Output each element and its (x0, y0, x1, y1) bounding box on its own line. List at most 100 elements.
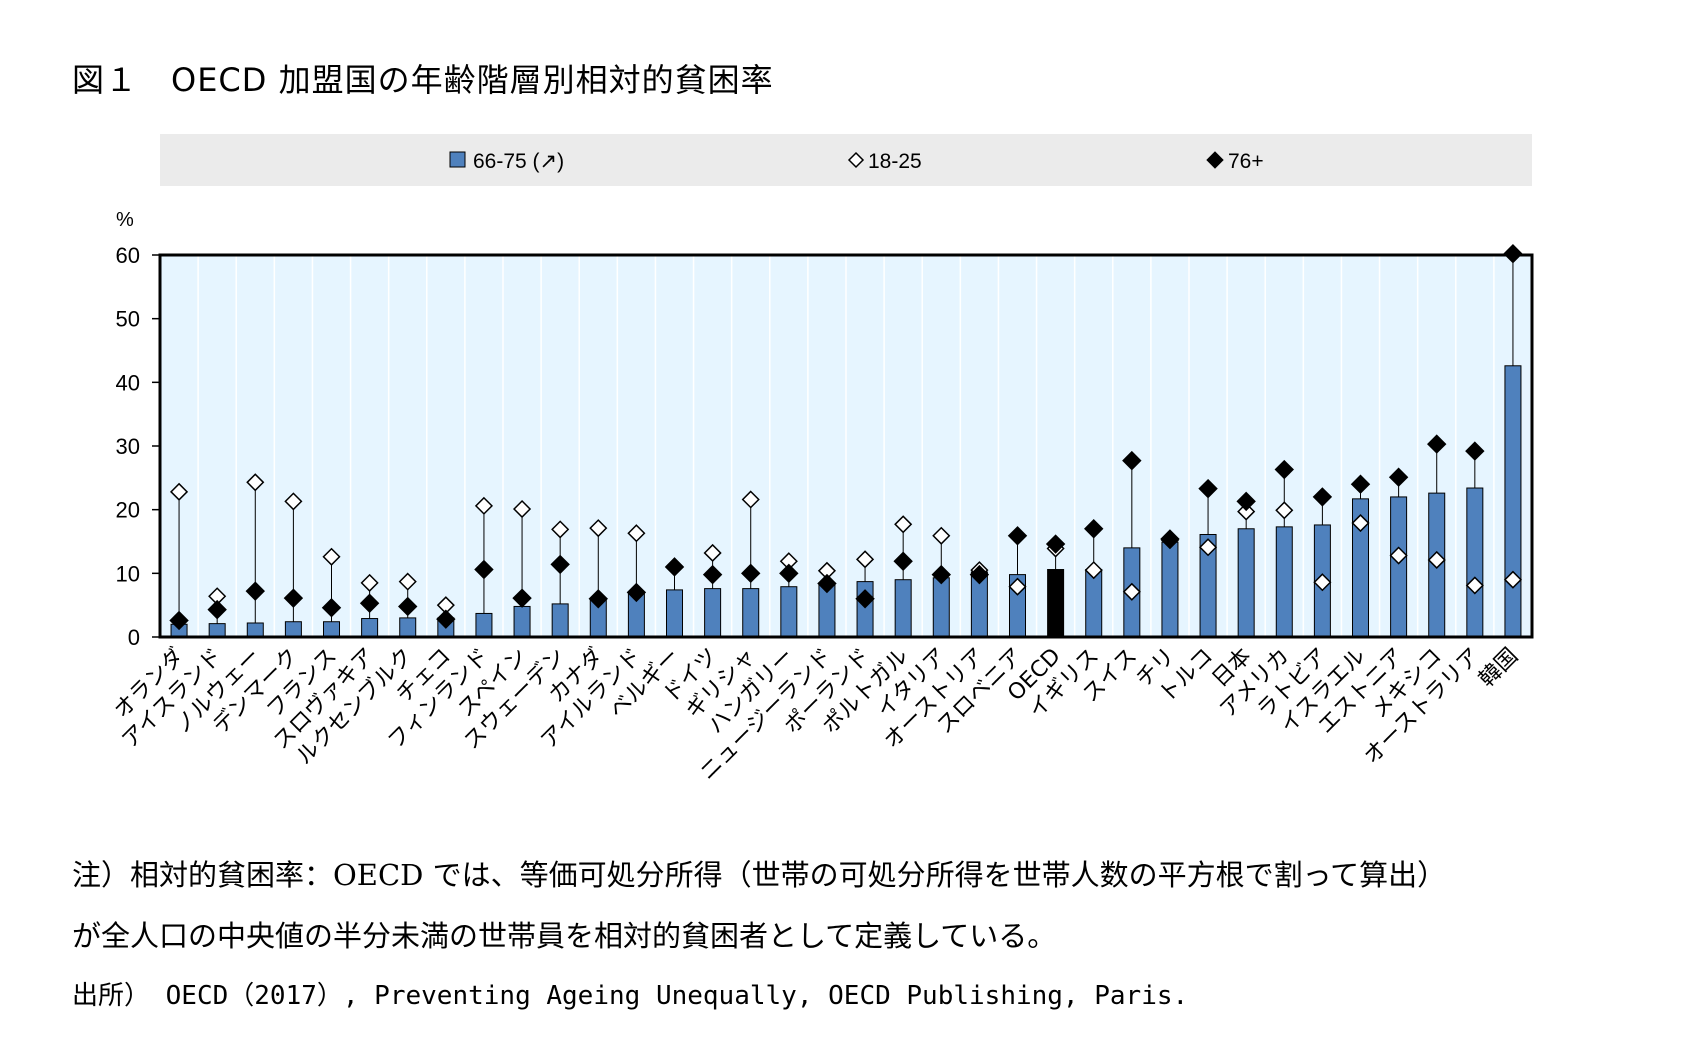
legend: 66-75 (↗) 18-25 76+ (449, 150, 1264, 173)
bar (551, 603, 569, 638)
marker-18-25 (551, 520, 570, 539)
y-tick-label: 10 (116, 561, 140, 586)
bar (1504, 365, 1522, 638)
bar (361, 618, 379, 638)
marker-18-25 (1503, 570, 1523, 589)
bar (1237, 528, 1255, 638)
marker-18-25 (322, 547, 341, 566)
marker-76-plus (1427, 434, 1447, 454)
bar (475, 612, 493, 638)
marker-18-25 (1351, 513, 1370, 533)
marker-76-plus (436, 609, 456, 629)
marker-18-25 (741, 490, 760, 509)
marker-18-25 (1122, 582, 1141, 601)
marker-76-plus (664, 557, 685, 577)
legend-marker-76-plus (1206, 151, 1224, 169)
legend-label-76-plus: 76+ (1228, 150, 1264, 173)
marker-76-plus (626, 582, 647, 603)
y-tick-label: 30 (116, 434, 140, 459)
marker-18-25 (703, 543, 722, 563)
bar (1085, 569, 1103, 638)
y-tick-label: 50 (116, 307, 140, 332)
marker-76-plus (1160, 529, 1180, 549)
bar (1161, 541, 1179, 638)
marker-18-25 (284, 492, 303, 511)
marker-76-plus (550, 554, 570, 575)
bar (322, 621, 341, 638)
marker-18-25 (1275, 501, 1294, 520)
marker-76-plus (893, 551, 913, 571)
marker-76-plus (359, 593, 380, 613)
marker-76-plus (474, 559, 494, 580)
marker-76-plus (1388, 467, 1409, 487)
marker-18-25 (360, 573, 379, 592)
marker-18-25 (169, 482, 189, 501)
marker-76-plus (1007, 526, 1028, 546)
bar (780, 586, 798, 638)
note-line-2: が全人口の中央値の半分未満の世帯員を相対的貧困者として定義している。 (72, 919, 1057, 953)
marker-18-25 (855, 550, 875, 569)
bar (284, 621, 302, 638)
marker-18-25 (1084, 561, 1103, 580)
legend-label-18-25: 18-25 (868, 150, 922, 173)
x-tick-label: 韓国 (1474, 644, 1523, 693)
chart-title: 図１ OECD 加盟国の年齢階層別相対的貧困率 (72, 61, 774, 99)
marker-76-plus (1236, 491, 1256, 512)
legend-label-66-75: 66-75 (↗) (473, 150, 564, 173)
marker-76-plus (855, 589, 875, 609)
legend-swatch-66-75 (449, 151, 466, 168)
chart: 66-75 (↗) 18-25 76+ % 0 10 20 30 40 50 60 オランダアイ… (109, 134, 1534, 786)
marker-76-plus (588, 589, 608, 609)
marker-76-plus (283, 588, 304, 608)
marker-76-plus (1350, 474, 1371, 494)
bar (246, 622, 264, 638)
y-tick-label: 40 (116, 370, 140, 395)
y-axis-unit: % (116, 209, 134, 231)
marker-18-25 (894, 515, 913, 534)
bar (208, 623, 226, 638)
y-tick-label: 20 (116, 498, 140, 523)
gridlines (197, 255, 1495, 637)
marker-76-plus (169, 610, 189, 631)
marker-18-25 (1313, 573, 1332, 592)
bar (742, 588, 760, 638)
y-axis: 0 10 20 30 40 50 60 (116, 243, 160, 650)
marker-18-25 (398, 572, 417, 591)
marker-76-plus (398, 596, 418, 617)
bar (665, 589, 684, 638)
marker-18-25 (1427, 550, 1446, 570)
marker-18-25 (1465, 576, 1484, 595)
marker-76-plus (931, 564, 951, 585)
marker-76-plus (1198, 478, 1218, 499)
marker-76-plus (321, 598, 342, 618)
x-axis-labels: オランダアイスランドノルウェーデンマークフランススロヴァキアルクセンブルクチェコ… (109, 644, 1523, 786)
marker-76-plus (1045, 534, 1066, 554)
bar (513, 605, 531, 638)
bar (704, 588, 722, 638)
marker-series (169, 244, 1523, 631)
marker-76-plus (702, 564, 723, 585)
marker-76-plus (1084, 519, 1104, 539)
legend-marker-18-25 (847, 151, 865, 169)
marker-18-25 (474, 496, 494, 515)
y-tick-label: 0 (128, 625, 140, 650)
marker-18-25 (246, 473, 265, 492)
marker-76-plus (1465, 441, 1485, 461)
marker-76-plus (245, 581, 265, 601)
marker-76-plus (779, 563, 799, 584)
note-line-1: 注）相対的貧困率：OECD では、等価可処分所得（世帯の可処分所得を世帯人数の平… (72, 858, 1447, 892)
source-note: 出所） OECD（2017）, Preventing Ageing Unequa… (72, 981, 1189, 1011)
marker-76-plus (969, 564, 990, 585)
marker-18-25 (589, 519, 608, 538)
marker-18-25 (1198, 538, 1218, 557)
marker-18-25 (512, 499, 532, 519)
bar (932, 577, 950, 638)
marker-18-25 (627, 524, 646, 543)
bar (1466, 487, 1484, 638)
marker-18-25 (1008, 577, 1027, 596)
bar-oecd (1047, 569, 1065, 638)
legend-background (160, 134, 1532, 186)
marker-76-plus (207, 599, 227, 620)
bar (399, 617, 417, 638)
marker-76-plus (741, 563, 761, 584)
